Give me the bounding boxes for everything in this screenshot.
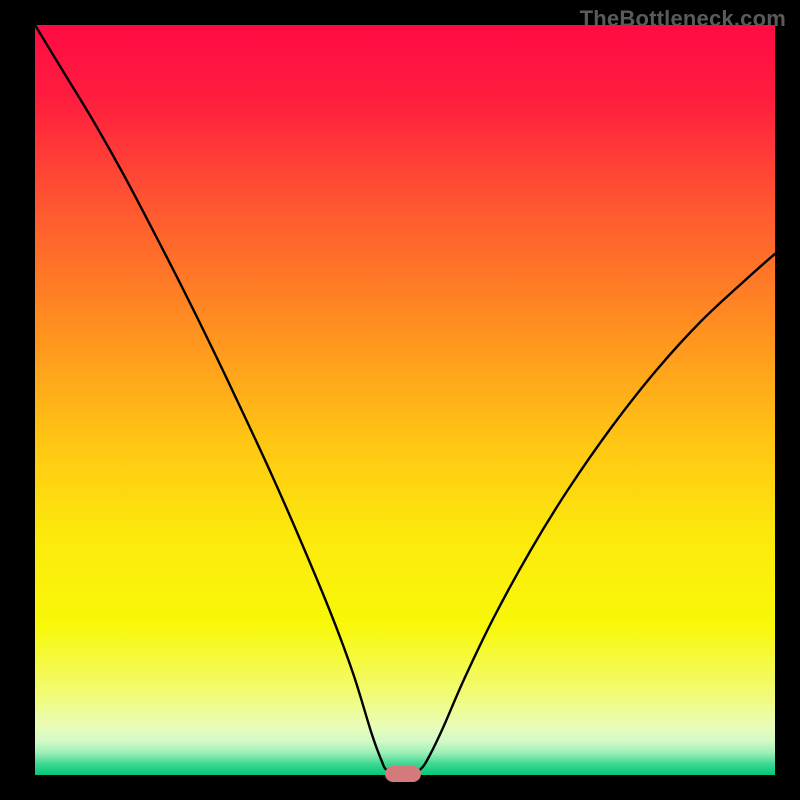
chart-stage: TheBottleneck.com [0,0,800,800]
watermark-text: TheBottleneck.com [580,6,786,32]
valley-marker [385,766,421,782]
chart-svg [0,0,800,800]
plot-background [35,25,775,775]
